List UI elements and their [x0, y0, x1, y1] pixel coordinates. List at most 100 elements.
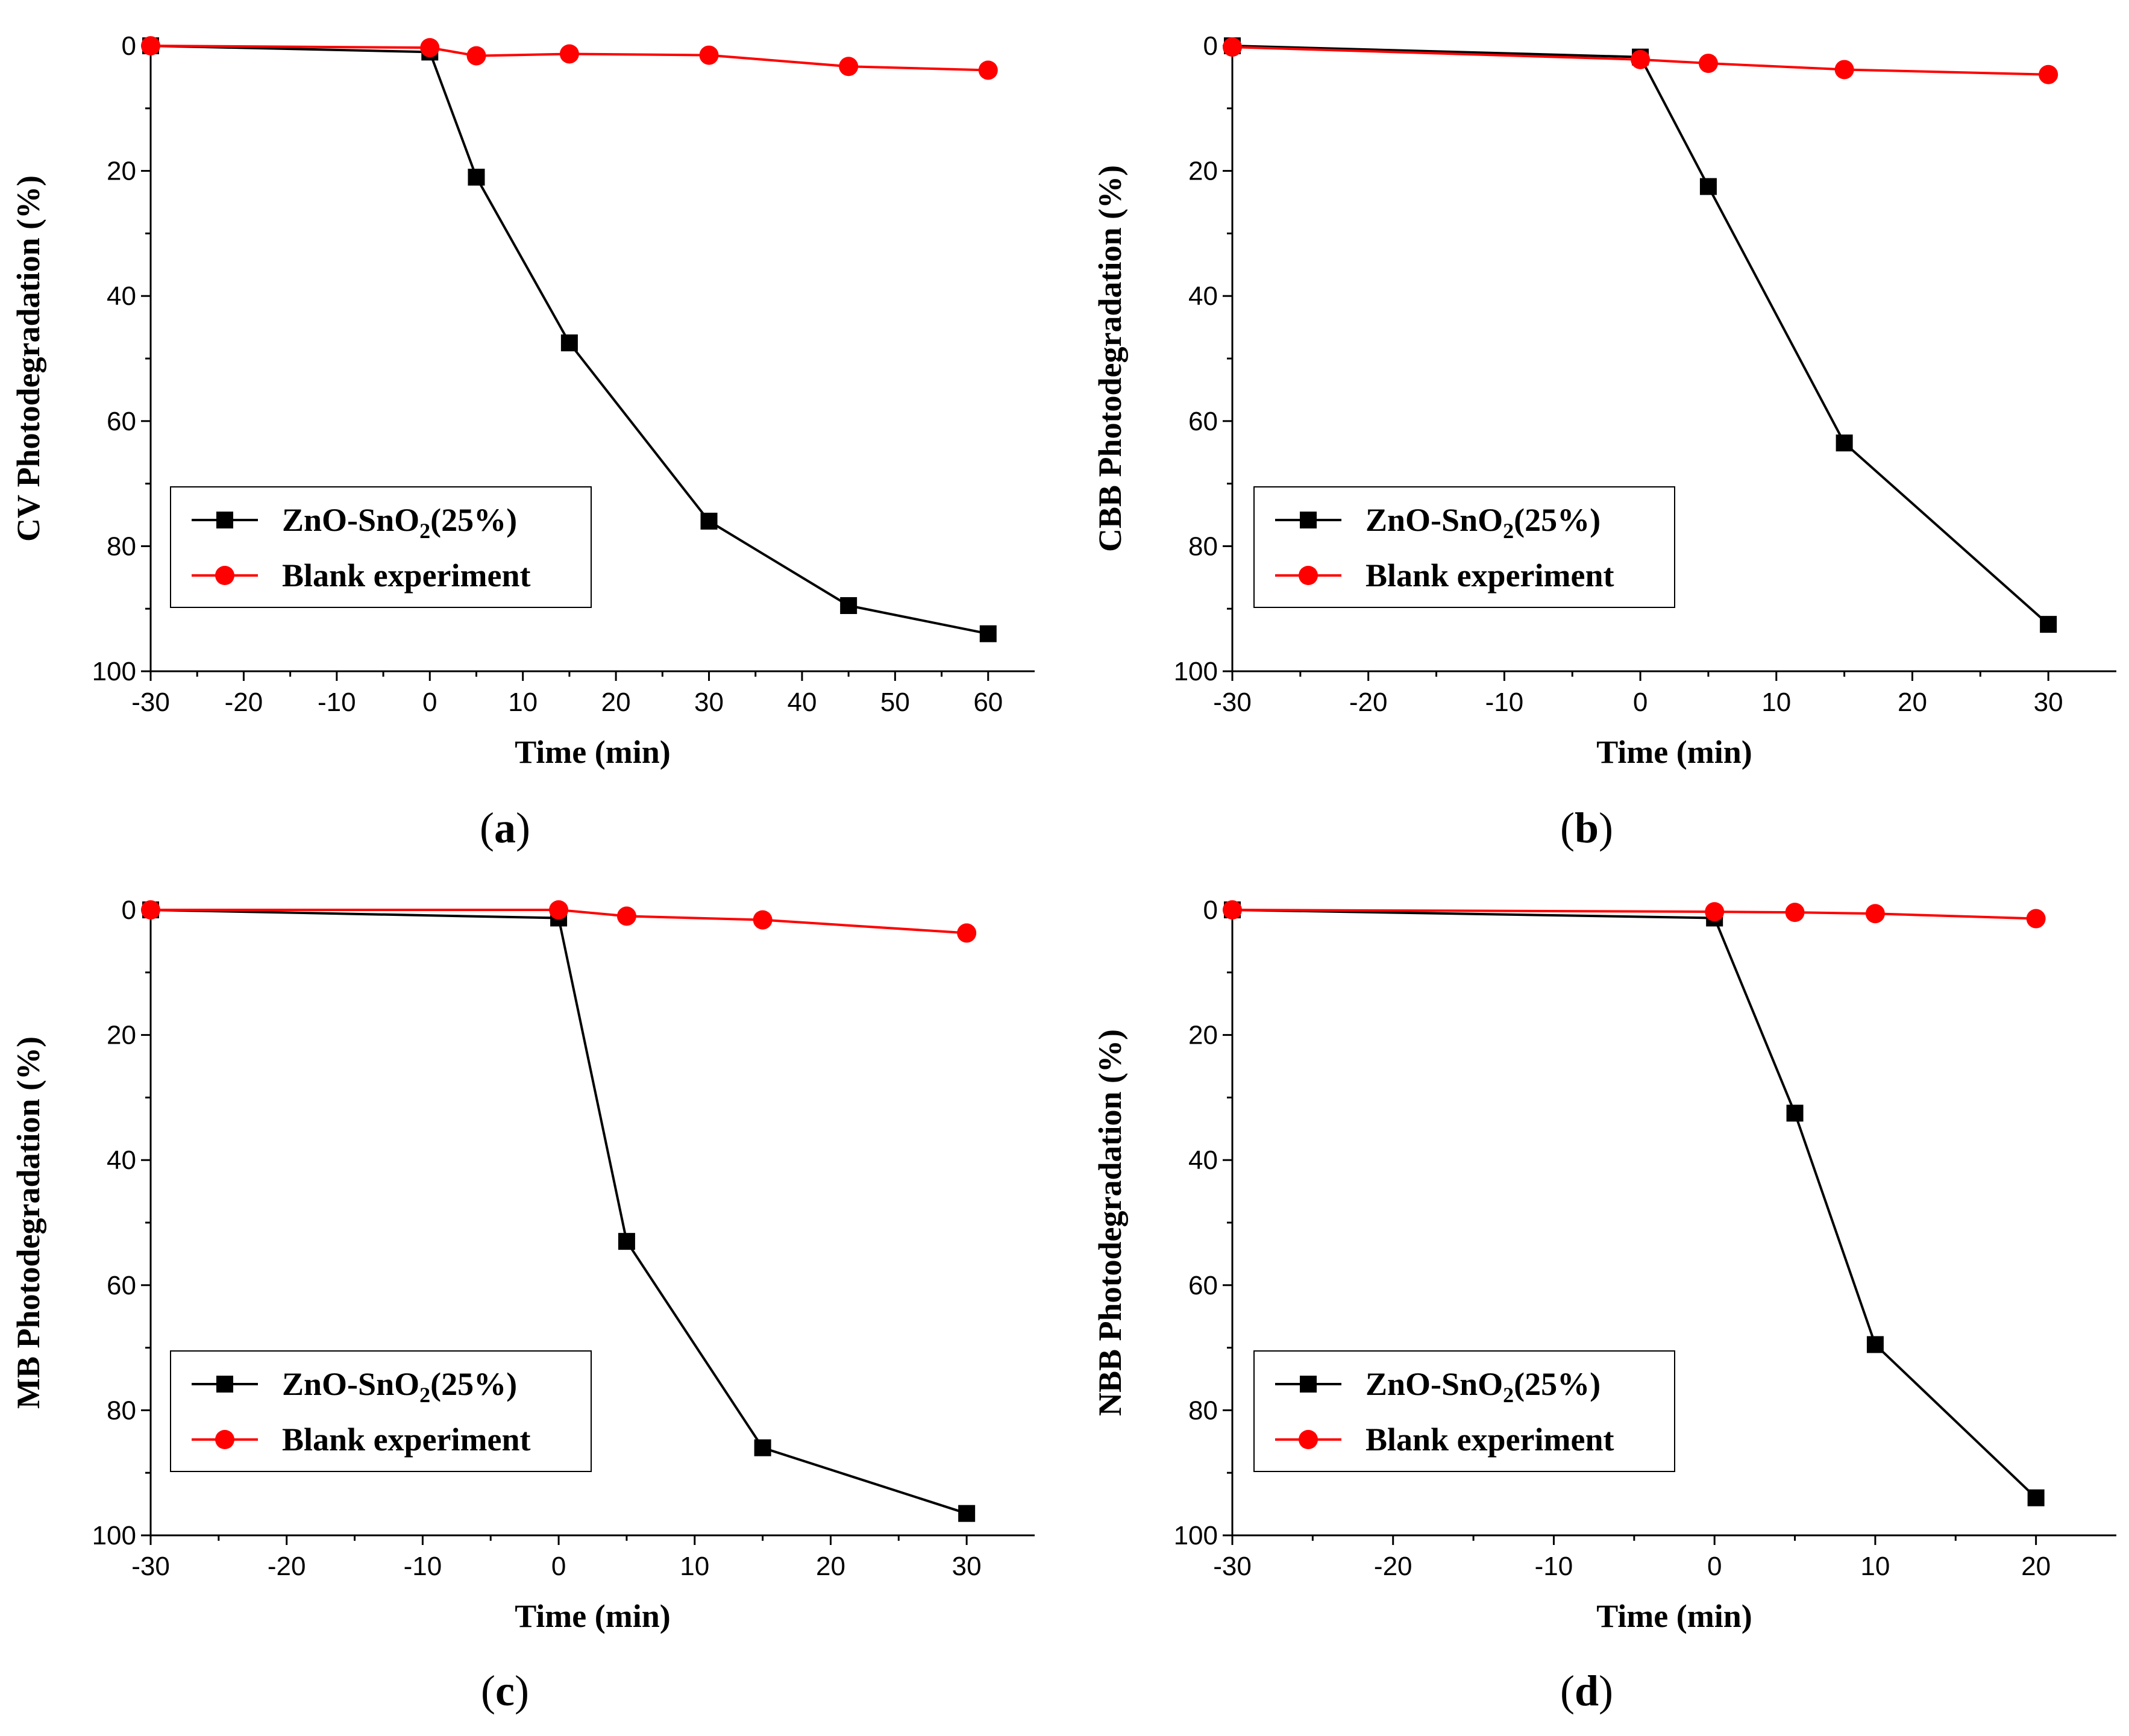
- data-point-square: [1866, 1336, 1884, 1353]
- panel-label: (a): [480, 804, 530, 852]
- x-tick-label: 60: [973, 688, 1003, 717]
- chart-panel-b: -30 -20 -10 0 10 20 30 0 20 40 60 80 100 Time (min) CB…: [1092, 31, 2116, 852]
- y-tick-label: 0: [1203, 31, 1218, 61]
- x-tick-label: 30: [694, 688, 724, 717]
- y-axis-label: CV Photodegradation (%): [10, 175, 46, 542]
- x-tick-label: 20: [601, 688, 631, 717]
- series-blank: [141, 900, 977, 943]
- x-tick-label: -30: [131, 688, 170, 717]
- legend-label: ZnO-SnO2(25%): [282, 1366, 517, 1407]
- y-tick-label: 40: [107, 281, 136, 311]
- data-point-square: [979, 625, 997, 642]
- legend-box: [1253, 486, 1675, 608]
- x-tick-label: -30: [1213, 688, 1252, 717]
- data-point-circle: [978, 60, 998, 80]
- x-tick-label: 20: [2021, 1552, 2051, 1581]
- legend-label: Blank experiment: [1366, 1421, 1614, 1458]
- legend-box: [170, 486, 592, 608]
- x-tick-label: -10: [1485, 688, 1524, 717]
- y-tick-label: 0: [1203, 895, 1218, 925]
- data-point-circle: [1785, 903, 1805, 923]
- y-tick-label: 20: [1188, 1021, 1218, 1050]
- legend-label: Blank experiment: [1366, 557, 1614, 594]
- data-point-circle: [699, 45, 719, 65]
- data-point-circle: [753, 910, 773, 930]
- y-tick-label: 20: [107, 1021, 136, 1050]
- data-point-circle: [2026, 909, 2046, 929]
- x-tick-label: 0: [422, 688, 437, 717]
- legend-box: [1253, 1350, 1675, 1472]
- data-point-square: [618, 1233, 635, 1250]
- y-tick-label: 100: [92, 657, 136, 686]
- series-blank: [141, 36, 998, 80]
- data-point-circle: [1223, 37, 1242, 57]
- data-point-circle: [1223, 900, 1242, 920]
- y-tick-label: 100: [1174, 1521, 1218, 1550]
- chart-panel-c: -30 -20 -10 0 10 20 30 0 20 40 60 80 100 Time (min) MB…: [10, 895, 1035, 1715]
- panel-label: (b): [1560, 804, 1613, 852]
- data-point-circle: [559, 44, 579, 64]
- legend-marker-circle: [215, 1430, 234, 1449]
- y-tick-label: 60: [107, 407, 136, 436]
- y-tick-label: 80: [107, 531, 136, 561]
- y-axis-label: NBB Photodegradation (%): [1092, 1029, 1128, 1416]
- data-point-circle: [549, 900, 569, 920]
- data-point-square: [560, 334, 578, 352]
- x-tick-label: 20: [1898, 688, 1927, 717]
- data-point-square: [1836, 434, 1853, 452]
- y-tick-label: 0: [122, 31, 136, 61]
- x-tick-label: -10: [404, 1552, 442, 1581]
- legend: ZnO-SnO2(25%) Blank experiment: [1253, 1350, 1675, 1472]
- data-point-circle: [839, 57, 859, 77]
- legend-marker-square: [1300, 512, 1317, 528]
- legend: ZnO-SnO2(25%) Blank experiment: [170, 486, 592, 608]
- y-tick-label: 0: [122, 895, 136, 925]
- y-tick-label: 20: [1188, 157, 1218, 186]
- data-point-circle: [141, 900, 160, 920]
- y-tick-label: 60: [107, 1271, 136, 1300]
- legend-label: ZnO-SnO2(25%): [1366, 1366, 1601, 1407]
- x-tick-label: 20: [816, 1552, 845, 1581]
- y-tick-label: 60: [1188, 407, 1218, 436]
- legend-marker-circle: [1299, 1430, 1318, 1449]
- y-tick-label: 80: [1188, 531, 1218, 561]
- data-point-circle: [1631, 49, 1651, 69]
- y-axis-label: MB Photodegradation (%): [10, 1036, 46, 1409]
- panel-label: (c): [481, 1667, 529, 1715]
- data-point-square: [2040, 616, 2057, 633]
- data-point-circle: [2039, 64, 2058, 84]
- data-point-circle: [1705, 902, 1725, 922]
- x-tick-label: 10: [1761, 688, 1791, 717]
- panel-label: (d): [1560, 1667, 1613, 1715]
- legend-label: Blank experiment: [282, 557, 531, 594]
- series-blank: [1223, 37, 2058, 84]
- y-tick-label: 80: [107, 1396, 136, 1425]
- x-axis-label: Time (min): [515, 734, 670, 770]
- data-point-circle: [1834, 60, 1854, 80]
- x-tick-label: 0: [1633, 688, 1648, 717]
- x-tick-label: -10: [1535, 1552, 1573, 1581]
- data-point-square: [754, 1439, 771, 1456]
- data-point-circle: [1698, 54, 1718, 74]
- data-point-square: [2027, 1489, 2045, 1506]
- data-point-circle: [420, 38, 440, 58]
- x-tick-label: -20: [1374, 1552, 1413, 1581]
- data-point-circle: [466, 46, 486, 66]
- data-point-square: [700, 512, 718, 530]
- legend-label: Blank experiment: [282, 1421, 531, 1458]
- legend-marker-circle: [1299, 566, 1318, 585]
- data-point-square: [1699, 178, 1717, 195]
- x-tick-label: -20: [268, 1552, 306, 1581]
- legend: ZnO-SnO2(25%) Blank experiment: [1253, 486, 1675, 608]
- data-point-circle: [616, 906, 636, 926]
- y-tick-label: 60: [1188, 1271, 1218, 1300]
- y-axis-label: CBB Photodegradation (%): [1092, 165, 1128, 552]
- y-tick-label: 40: [107, 1145, 136, 1175]
- x-tick-label: 50: [880, 688, 910, 717]
- data-point-circle: [141, 36, 160, 55]
- chart-panel-a: -30 -20 -10 0 10 20 30 40 50 60 0 20 40 60 80 100 Time (…: [10, 31, 1035, 852]
- y-tick-label: 20: [107, 157, 136, 186]
- x-tick-label: 30: [2034, 688, 2063, 717]
- x-tick-label: 0: [551, 1552, 566, 1581]
